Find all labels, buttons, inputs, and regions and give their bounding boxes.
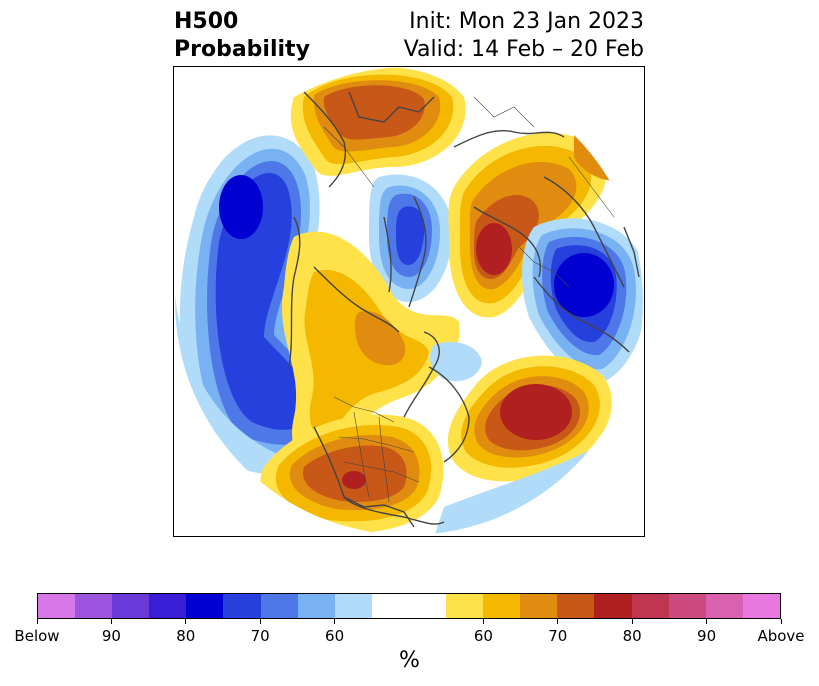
colorbar-segment — [334, 594, 372, 618]
colorbar-tick — [780, 619, 782, 624]
colorbar-tick — [557, 619, 559, 624]
colorbar-tick-label: 60 — [325, 627, 345, 645]
atlantic-ridge-anomaly — [447, 355, 612, 482]
colorbar-tick-label: 70 — [548, 627, 568, 645]
colorbar-segment — [631, 594, 669, 618]
anomaly-contour — [476, 223, 512, 275]
arctic-ridge-anomaly — [281, 231, 460, 474]
colorbar-tick — [482, 619, 484, 624]
colorbar-tick-label: 60 — [473, 627, 493, 645]
map-title: H500 Probability — [174, 8, 310, 64]
anomaly-contour — [219, 175, 263, 239]
anomaly-contour — [500, 384, 572, 440]
colorbar-segment — [705, 594, 743, 618]
title-line-2: Probability — [174, 37, 310, 62]
anomaly-contour — [323, 85, 425, 140]
colorbar-tick-label: 90 — [697, 627, 717, 645]
colorbar-tick — [259, 619, 261, 624]
anomaly-contour — [429, 341, 482, 382]
colorbar-ticks: Below 90 80 70 60 60 70 80 90 Above — [0, 619, 819, 649]
colorbar-segment — [260, 594, 298, 618]
colorbar-segment — [371, 594, 447, 618]
colorbar-tick — [706, 619, 708, 624]
colorbar-tick-label: Below — [14, 627, 60, 645]
init-date: Init: Mon 23 Jan 2023 — [409, 9, 644, 34]
colorbar-segment — [557, 594, 595, 618]
central-low-anomaly — [369, 174, 453, 302]
colorbar-segment — [186, 594, 224, 618]
colorbar-segment — [112, 594, 150, 618]
colorbar-units: % — [399, 648, 420, 673]
colorbar-tick-label: 80 — [176, 627, 196, 645]
colorbar-segment — [446, 594, 484, 618]
eurasia-ridge-anomaly — [448, 132, 607, 318]
colorbar-tick-label: 90 — [101, 627, 121, 645]
borders — [323, 96, 615, 503]
colorbar-tick — [185, 619, 187, 624]
map-panel — [173, 66, 645, 537]
colorbar-tick-label: 80 — [622, 627, 642, 645]
probability-map — [175, 67, 643, 535]
colorbar-tick — [110, 619, 112, 624]
colorbar-segment — [483, 594, 521, 618]
anomaly-contour — [342, 471, 366, 489]
east-asia-low-anomaly — [522, 218, 643, 383]
colorbar-segment — [668, 594, 706, 618]
colorbar-tick-label: 70 — [250, 627, 270, 645]
colorbar-segment — [38, 594, 76, 618]
colorbar-segment — [223, 594, 261, 618]
colorbar-segment — [594, 594, 632, 618]
colorbar-segment — [297, 594, 335, 618]
anomaly-contour — [396, 206, 425, 265]
colorbar — [37, 593, 781, 619]
colorbar-segment — [149, 594, 187, 618]
colorbar-segment — [742, 594, 780, 618]
date-info: Init: Mon 23 Jan 2023 Valid: 14 Feb – 20… — [404, 8, 644, 64]
anomaly-contour — [354, 311, 406, 366]
anomaly-contour — [554, 253, 614, 317]
colorbar-tick-label: Above — [757, 627, 805, 645]
colorbar-tick — [334, 619, 336, 624]
colorbar-tick — [36, 619, 38, 624]
colorbar-segment — [75, 594, 113, 618]
globe — [175, 67, 643, 535]
north-america-ridge-anomaly — [260, 414, 444, 534]
title-line-1: H500 — [174, 9, 239, 34]
colorbar-segment — [520, 594, 558, 618]
colorbar-tick — [631, 619, 633, 624]
valid-range: Valid: 14 Feb – 20 Feb — [403, 37, 644, 62]
